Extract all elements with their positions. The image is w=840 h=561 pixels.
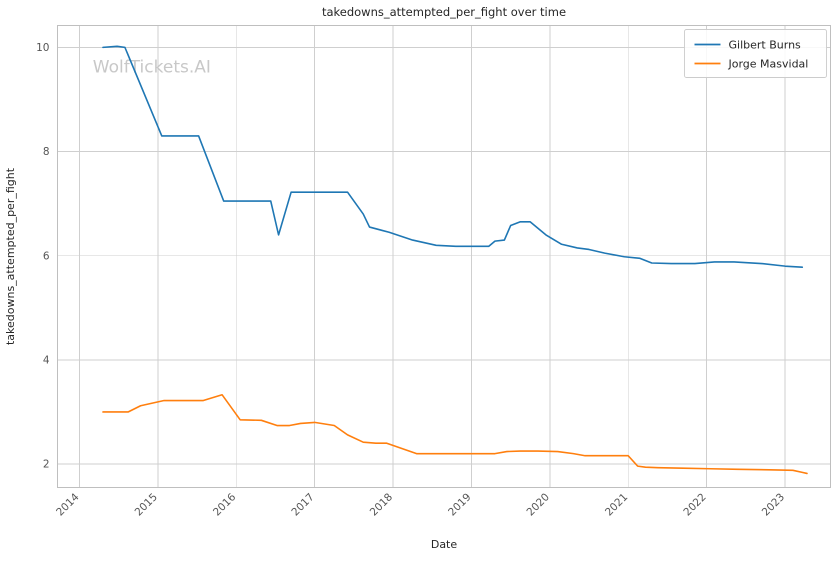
legend-label-1[interactable]: Jorge Masvidal: [728, 57, 809, 70]
plot-frame: [57, 25, 831, 488]
chart-title: takedowns_attempted_per_fight over time: [322, 5, 566, 19]
y-tick-label: 4: [43, 354, 50, 366]
series-line-1: [102, 393, 808, 475]
y-axis-tick-labels: 2 4 6 8 10: [36, 42, 50, 471]
legend-label-0[interactable]: Gilbert Burns: [729, 38, 802, 51]
y-tick-label: 6: [43, 250, 50, 262]
y-axis-title: takedowns_attempted_per_fight: [4, 167, 17, 345]
y-tick-label: 10: [36, 42, 49, 54]
chart-legend[interactable]: Gilbert Burns Jorge Masvidal: [684, 29, 827, 78]
legend-background: [684, 29, 827, 78]
y-tick-label: 2: [43, 459, 50, 471]
watermark-label: WolfTickets.AI: [93, 57, 211, 77]
series-line-0: [102, 45, 804, 268]
x-axis-title: Date: [431, 538, 458, 551]
series-lines: [102, 45, 808, 475]
y-tick-label: 8: [43, 146, 50, 158]
